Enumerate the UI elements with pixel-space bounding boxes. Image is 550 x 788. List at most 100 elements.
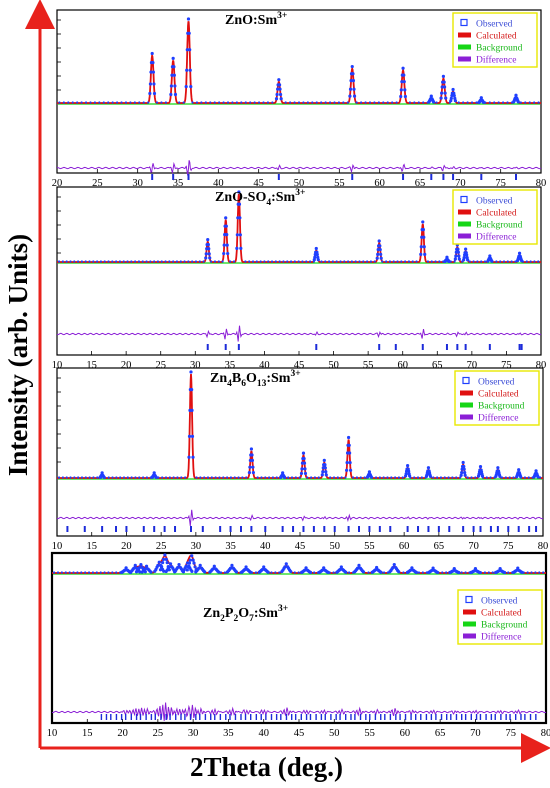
x-tick-label: 50 bbox=[328, 360, 339, 371]
observed-point bbox=[161, 557, 166, 562]
x-tick-label: 45 bbox=[294, 360, 305, 371]
x-ticks: 20 25 30 35 40 45 50 55 60 65 70 75 80 bbox=[52, 169, 546, 189]
observed-point bbox=[354, 260, 357, 263]
observed-point bbox=[271, 101, 274, 104]
legend-observed-marker bbox=[460, 18, 468, 27]
legend-label: Calculated bbox=[481, 609, 522, 619]
observed-point bbox=[382, 101, 385, 104]
observed-point bbox=[419, 252, 423, 256]
observed-point bbox=[498, 474, 502, 478]
observed-point bbox=[280, 569, 284, 574]
observed-point bbox=[301, 260, 304, 263]
observed-point bbox=[120, 570, 124, 574]
observed-point bbox=[88, 476, 91, 479]
observed-point bbox=[271, 476, 275, 479]
observed-point bbox=[315, 101, 318, 104]
observed-point bbox=[251, 465, 255, 469]
observed-point bbox=[84, 260, 87, 263]
panel-title-title: ZnO:Sm bbox=[225, 13, 277, 28]
observed-point bbox=[186, 17, 191, 21]
observed-point bbox=[361, 570, 366, 574]
observed-point bbox=[520, 570, 524, 575]
observed-point bbox=[321, 470, 325, 474]
observed-point bbox=[358, 260, 361, 263]
x-tick-label: 55 bbox=[364, 728, 375, 739]
observed-point bbox=[474, 476, 477, 479]
observed-point bbox=[230, 563, 234, 568]
observed-point bbox=[456, 247, 460, 251]
observed-point bbox=[156, 260, 160, 263]
legend-label: Calculated bbox=[478, 390, 519, 400]
observed-point bbox=[528, 101, 531, 104]
observed-point bbox=[483, 260, 487, 263]
observed-point bbox=[138, 101, 141, 104]
observed-point bbox=[297, 101, 301, 104]
legend-label: Observed bbox=[481, 597, 518, 607]
observed-point bbox=[263, 260, 266, 263]
observed-point bbox=[440, 85, 444, 89]
observed-point bbox=[188, 558, 192, 562]
observed-point bbox=[95, 571, 98, 574]
observed-point bbox=[428, 474, 433, 478]
observed-point bbox=[99, 571, 102, 574]
panel-title-title-sub: 2 bbox=[220, 614, 225, 624]
observed-point bbox=[316, 258, 320, 262]
observed-point bbox=[221, 260, 224, 263]
observed-point bbox=[497, 101, 500, 104]
observed-point bbox=[177, 563, 181, 567]
observed-point bbox=[229, 476, 233, 479]
observed-point bbox=[130, 260, 133, 263]
observed-point bbox=[347, 435, 351, 440]
observed-point bbox=[161, 561, 165, 565]
panel-title-title-mid2: O bbox=[246, 371, 257, 386]
legend-line-marker bbox=[463, 609, 476, 615]
observed-point bbox=[103, 571, 106, 574]
legend-observed-marker bbox=[465, 595, 473, 604]
bragg-ticks bbox=[151, 174, 517, 180]
observed-point bbox=[435, 570, 440, 575]
observed-point bbox=[189, 85, 193, 89]
observed-point bbox=[179, 260, 182, 263]
legend-line-marker bbox=[458, 209, 471, 215]
observed-point bbox=[403, 88, 407, 92]
observed-point bbox=[491, 571, 494, 574]
observed-point bbox=[168, 562, 173, 566]
observed-point bbox=[217, 260, 220, 263]
observed-point bbox=[403, 94, 407, 99]
observed-point bbox=[376, 252, 380, 256]
observed-point bbox=[122, 260, 125, 263]
observed-point bbox=[262, 565, 266, 569]
observed-point bbox=[76, 260, 80, 263]
observed-point bbox=[348, 87, 353, 91]
observed-point bbox=[328, 101, 332, 104]
observed-point bbox=[506, 260, 509, 263]
observed-point bbox=[499, 260, 502, 263]
observed-point bbox=[348, 468, 353, 472]
observed-point bbox=[533, 260, 536, 263]
observed-point bbox=[320, 473, 324, 477]
panel-title-title-sub3: 7 bbox=[249, 614, 254, 624]
x-tick-label: 20 bbox=[52, 178, 63, 189]
observed-point bbox=[222, 101, 225, 104]
observed-point bbox=[53, 571, 56, 574]
x-ticks: 10 15 20 25 30 35 40 45 50 55 60 65 70 75 80 bbox=[47, 719, 550, 739]
observed-points bbox=[58, 17, 540, 104]
observed-point bbox=[84, 571, 87, 574]
observed-point bbox=[210, 260, 213, 263]
x-tick-label: 70 bbox=[455, 178, 466, 189]
observed-point bbox=[155, 101, 159, 104]
observed-point bbox=[124, 101, 128, 104]
observed-point bbox=[511, 570, 515, 575]
observed-point bbox=[500, 476, 504, 479]
observed-point bbox=[107, 101, 110, 104]
observed-point bbox=[426, 260, 430, 263]
observed-point bbox=[461, 460, 465, 465]
observed-point bbox=[98, 475, 102, 479]
observed-point bbox=[60, 571, 63, 574]
observed-point bbox=[56, 571, 60, 574]
x-tick-label: 75 bbox=[495, 178, 506, 189]
x-tick-label: 30 bbox=[191, 541, 202, 552]
panel-title-title-mid2: O bbox=[238, 606, 249, 621]
observed-point bbox=[168, 260, 171, 263]
observed-point bbox=[64, 571, 67, 574]
